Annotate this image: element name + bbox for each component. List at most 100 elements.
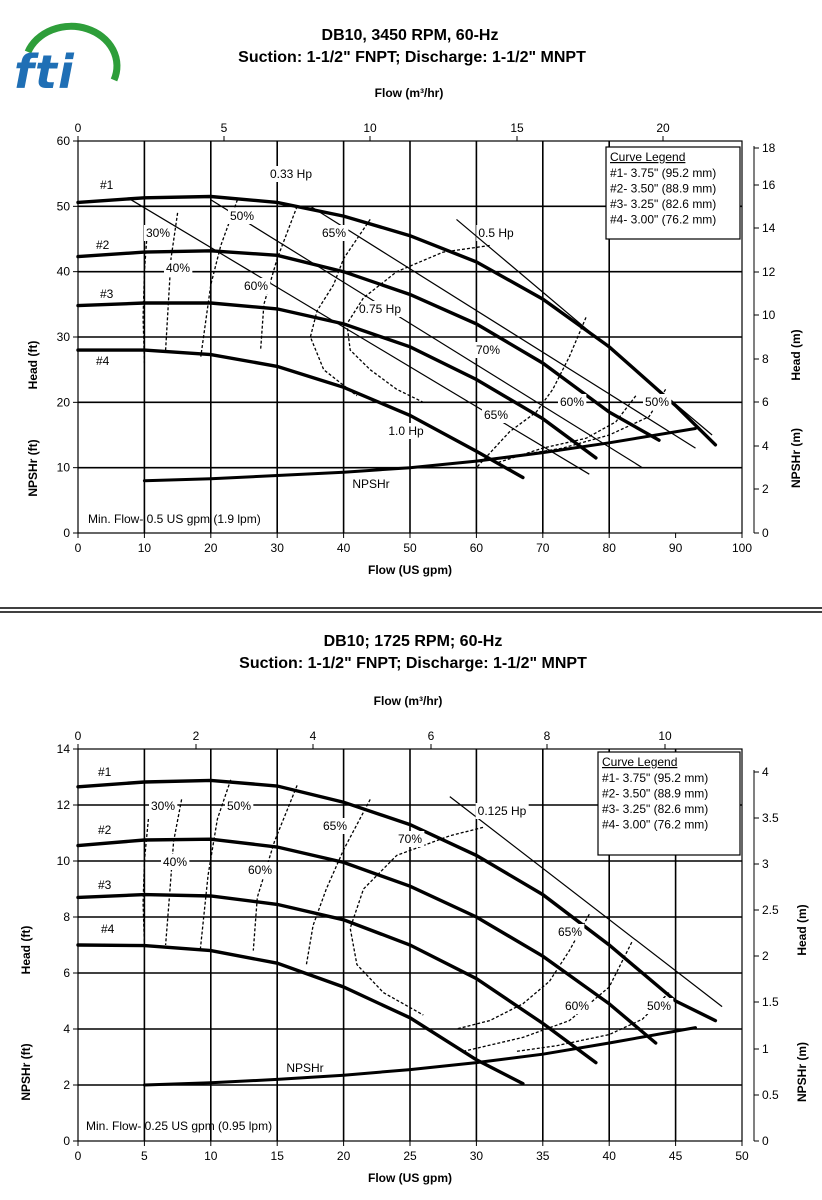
efficiency-label-bg — [642, 394, 672, 410]
hp-label-bg — [386, 423, 427, 439]
legend-entry: #2- 3.50" (88.9 mm) — [610, 182, 716, 196]
efficiency-label-bg — [473, 342, 503, 358]
legend-entry: #1- 3.75" (95.2 mm) — [610, 166, 716, 180]
efficiency-curve — [349, 826, 484, 1016]
chart1-subtitle: Suction: 1-1/2" FNPT; Discharge: 1-1/2" … — [238, 49, 586, 66]
y-tick-label: 30 — [57, 330, 71, 344]
legend-entry: #1- 3.75" (95.2 mm) — [602, 771, 708, 785]
efficiency-curve — [259, 206, 298, 351]
y2-tick-label: 3 — [762, 857, 769, 871]
efficiency-label: 40% — [166, 261, 190, 275]
y-tick-label: 8 — [63, 910, 70, 924]
y2-tick-label: 2 — [762, 482, 769, 496]
impeller-curve-label: #4 — [101, 922, 115, 936]
y2-tick-label: 1.5 — [762, 995, 779, 1009]
impeller-curve — [76, 301, 598, 460]
legend-title: Curve Legend — [602, 755, 677, 769]
y2-tick-label: 16 — [762, 178, 776, 192]
efficiency-curve — [200, 199, 239, 357]
y-tick-label: 14 — [57, 742, 71, 756]
y-tick-label: 60 — [57, 134, 71, 148]
impeller-curve — [76, 943, 525, 1086]
x2-axis-title: Flow (m³/hr) — [375, 86, 444, 100]
hp-label-bg — [476, 225, 517, 241]
x-tick-label: 0 — [75, 1149, 82, 1163]
efficiency-label: 50% — [227, 799, 251, 813]
efficiency-curve — [346, 244, 490, 403]
y2-tick-label: 0.5 — [762, 1088, 779, 1102]
impeller-curve-label: #2 — [98, 823, 112, 837]
x-tick-label: 60 — [470, 541, 484, 555]
efficiency-label: 65% — [323, 819, 347, 833]
y2-tick-label: 0 — [762, 526, 769, 540]
hp-line-label: 0.33 Hp — [270, 167, 312, 181]
impeller-curve — [76, 249, 661, 442]
efficiency-label-bg — [320, 818, 350, 834]
x2-tick-label: 10 — [658, 729, 672, 743]
legend-entry: #4- 3.00" (76.2 mm) — [610, 213, 716, 227]
hp-line-label: 0.125 Hp — [478, 804, 527, 818]
legend-entry: #3- 3.25" (82.6 mm) — [610, 197, 716, 211]
impeller-curve-label: #1 — [100, 178, 114, 192]
efficiency-curve — [305, 799, 371, 965]
y-tick-label: 10 — [57, 461, 71, 475]
efficiency-label: 40% — [163, 855, 187, 869]
efficiency-label: 50% — [647, 999, 671, 1013]
efficiency-label-bg — [319, 225, 349, 241]
efficiency-label: 65% — [484, 408, 508, 422]
x-tick-label: 100 — [732, 541, 752, 555]
impeller-curve — [76, 778, 718, 1023]
efficiency-label: 30% — [151, 799, 175, 813]
x-tick-label: 10 — [204, 1149, 218, 1163]
y2-tick-label: 2.5 — [762, 903, 779, 917]
logo-text: fti — [14, 45, 75, 99]
impeller-curve — [76, 837, 658, 1045]
x2-tick-label: 0 — [75, 729, 82, 743]
y-tick-label: 20 — [57, 395, 71, 409]
efficiency-label-bg — [163, 260, 193, 276]
y-tick-label: 40 — [57, 265, 71, 279]
x-tick-label: 40 — [603, 1149, 617, 1163]
efficiency-label: 60% — [565, 999, 589, 1013]
hp-line-label: 1.0 Hp — [388, 424, 424, 438]
efficiency-curve — [456, 913, 590, 1030]
x-tick-label: 20 — [204, 541, 218, 555]
x-tick-label: 20 — [337, 1149, 351, 1163]
fti-logo: fti — [14, 22, 121, 99]
x2-tick-label: 15 — [510, 121, 524, 135]
x-tick-label: 45 — [669, 1149, 683, 1163]
x-tick-label: 30 — [470, 1149, 484, 1163]
x-tick-label: 0 — [75, 541, 82, 555]
x2-tick-label: 0 — [75, 121, 82, 135]
efficiency-label-bg — [395, 831, 425, 847]
x2-tick-label: 10 — [363, 121, 377, 135]
npshr-curve — [142, 427, 697, 483]
y2-tick-label: 12 — [762, 265, 776, 279]
x-tick-label: 90 — [669, 541, 683, 555]
efficiency-label-bg — [148, 798, 178, 814]
impeller-curve-label: #1 — [98, 765, 112, 779]
x-tick-label: 15 — [271, 1149, 285, 1163]
y-tick-label: 2 — [63, 1078, 70, 1092]
legend-box — [597, 751, 741, 856]
efficiency-label: 70% — [476, 343, 500, 357]
y-tick-label: 50 — [57, 199, 71, 213]
npshr-label: NPSHr — [286, 1061, 323, 1075]
efficiency-label-bg — [227, 208, 257, 224]
legend-entry: #2- 3.50" (88.9 mm) — [602, 787, 708, 801]
legend-entry: #3- 3.25" (82.6 mm) — [602, 802, 708, 816]
efficiency-label-bg — [557, 394, 587, 410]
x-axis-title: Flow (US gpm) — [368, 1171, 452, 1185]
efficiency-label-bg — [562, 998, 592, 1014]
impeller-curve-label: #3 — [98, 878, 112, 892]
efficiency-label-bg — [241, 278, 271, 294]
impeller-curve-label: #4 — [96, 354, 110, 368]
efficiency-label: 60% — [244, 279, 268, 293]
efficiency-label-bg — [644, 998, 674, 1014]
x-axis-title: Flow (US gpm) — [368, 563, 452, 577]
impeller-curve-label: #2 — [96, 238, 110, 252]
y2-tick-label: 1 — [762, 1042, 769, 1056]
